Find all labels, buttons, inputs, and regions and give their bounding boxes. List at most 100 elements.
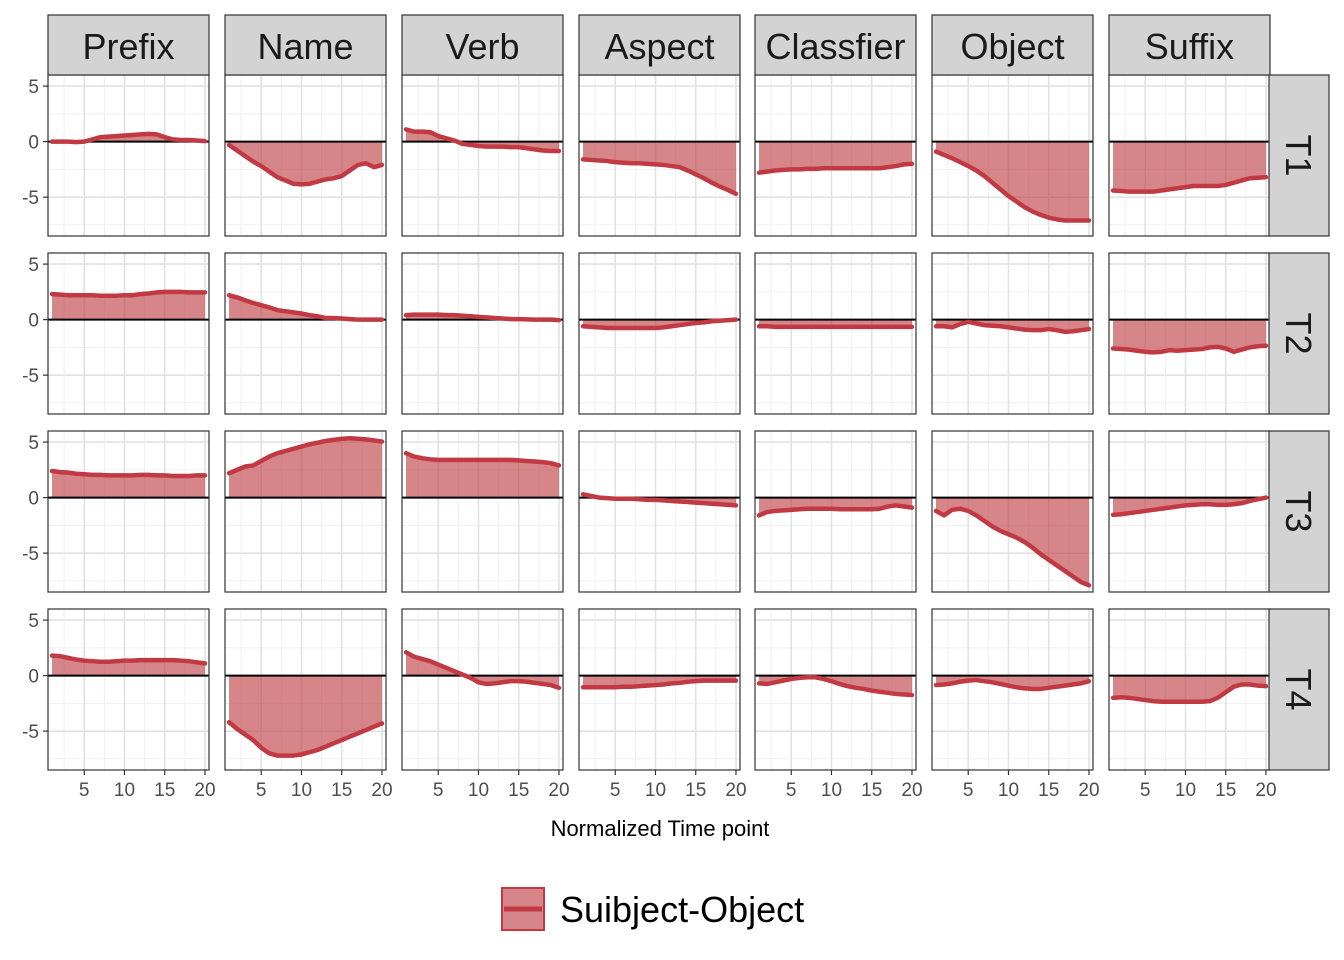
line-t4-prefix [49, 653, 208, 666]
x-tick-label: 15 [331, 780, 352, 801]
legend-label: Suibject-Object [560, 889, 804, 930]
y-tick-label: -5 [22, 188, 39, 209]
line-t3-aspect [580, 492, 739, 508]
line-t3-verb [403, 450, 562, 468]
panel-t4-suffix [1108, 608, 1271, 771]
line-t2-suffix [1110, 343, 1269, 355]
panel-t1-name [224, 74, 387, 237]
panel-background [755, 253, 916, 414]
x-axis-title: Normalized Time point [551, 816, 770, 841]
strip-label-t1: T1 [1278, 134, 1319, 176]
panel-background [48, 253, 209, 414]
panel-background [402, 253, 563, 414]
strip-label-suffix: Suffix [1145, 26, 1234, 67]
strip-top-name [224, 14, 387, 76]
panel-border [578, 252, 741, 415]
x-tick-label: 20 [194, 780, 215, 801]
panel-t2-aspect [578, 252, 741, 415]
x-tick-label: 5 [1140, 780, 1151, 801]
panel-t4-aspect [578, 608, 741, 771]
x-tick-label: 5 [786, 780, 797, 801]
x-tick-label: 5 [79, 780, 90, 801]
facet-strips: Prefix Name Verb Aspect Classfier Object Suffi… [47, 14, 1330, 771]
y-tick-label: 0 [28, 667, 39, 688]
area-t3-verb [406, 453, 559, 498]
panel-background [402, 609, 563, 770]
line-t2-name [226, 292, 385, 322]
panel-border [931, 252, 1094, 415]
line-t2-classfier [756, 324, 915, 330]
strip-top-aspect [578, 14, 741, 76]
panel-background [48, 75, 209, 236]
panel-t1-suffix [1108, 74, 1271, 237]
panel-border [224, 252, 387, 415]
line-t3-prefix [49, 468, 208, 479]
line-t4-suffix [1110, 682, 1269, 704]
strip-label-object: Object [960, 26, 1064, 67]
panel-t3-aspect [578, 430, 741, 593]
panel-border [931, 608, 1094, 771]
panel-t2-classfier [754, 252, 917, 415]
panel-border [754, 430, 917, 593]
panel-t4-name [224, 608, 387, 771]
y-tick-label: -5 [22, 366, 39, 387]
panel-t3-prefix [47, 430, 210, 593]
x-tick-label: 10 [468, 780, 489, 801]
strip-label-t2: T2 [1278, 312, 1319, 354]
y-tick-label: 0 [28, 489, 39, 510]
line-t3-object [933, 506, 1092, 588]
panel-border [754, 608, 917, 771]
panel-t2-object [931, 252, 1094, 415]
strip-label-prefix: Prefix [82, 26, 174, 67]
x-tick-label: 5 [610, 780, 621, 801]
area-t1-suffix [1113, 141, 1266, 192]
area-t2-prefix [52, 291, 205, 320]
line-t1-prefix [49, 131, 208, 145]
panel-t3-suffix [1108, 430, 1271, 593]
panel-border [47, 608, 210, 771]
strip-label-t4: T4 [1278, 668, 1319, 710]
panel-border [224, 430, 387, 593]
line-t4-object [933, 677, 1092, 692]
x-tick-label: 10 [821, 780, 842, 801]
y-tick-label: 0 [28, 133, 39, 154]
panel-t4-classfier [754, 608, 917, 771]
area-t3-object [936, 497, 1089, 586]
panel-t4-prefix [47, 608, 210, 771]
strip-right-t2 [1268, 252, 1330, 415]
area-t2-name [229, 295, 382, 320]
panel-border [401, 252, 564, 415]
area-t3-classfier [759, 497, 912, 516]
x-tick-label: 5 [256, 780, 267, 801]
area-t4-name [229, 675, 382, 756]
x-tick-label: 10 [291, 780, 312, 801]
area-t1-aspect [583, 141, 736, 194]
panel-background [579, 253, 740, 414]
y-tick-label: 5 [28, 433, 39, 454]
strip-top-suffix [1108, 14, 1271, 76]
line-t4-name [226, 720, 385, 758]
x-tick-label: 20 [371, 780, 392, 801]
panel-t2-suffix [1108, 252, 1271, 415]
panel-background [48, 609, 209, 770]
panel-border [401, 430, 564, 593]
strip-right-t1 [1268, 74, 1330, 237]
panel-background [48, 431, 209, 592]
x-tick-label: 20 [901, 780, 922, 801]
panel-t2-verb [401, 252, 564, 415]
strip-top-verb [401, 14, 564, 76]
line-t2-object [933, 319, 1092, 335]
line-t2-verb [403, 312, 562, 323]
panel-border [754, 252, 917, 415]
x-tick-label: 5 [433, 780, 444, 801]
panel-t1-verb [401, 74, 564, 237]
strip-right-t3 [1268, 430, 1330, 593]
panel-border [931, 430, 1094, 593]
axes: 5 0 -5 5 0 -5 5 0 -5 5 0 -5 5 10 15 20 5 10 15 20 5 10 15 20 5 10… [22, 77, 1276, 801]
x-tick-label: 15 [861, 780, 882, 801]
panel-t1-prefix [47, 74, 210, 237]
panel-background [932, 609, 1093, 770]
panel-t2-prefix [47, 252, 210, 415]
y-tick-label: -5 [22, 722, 39, 743]
